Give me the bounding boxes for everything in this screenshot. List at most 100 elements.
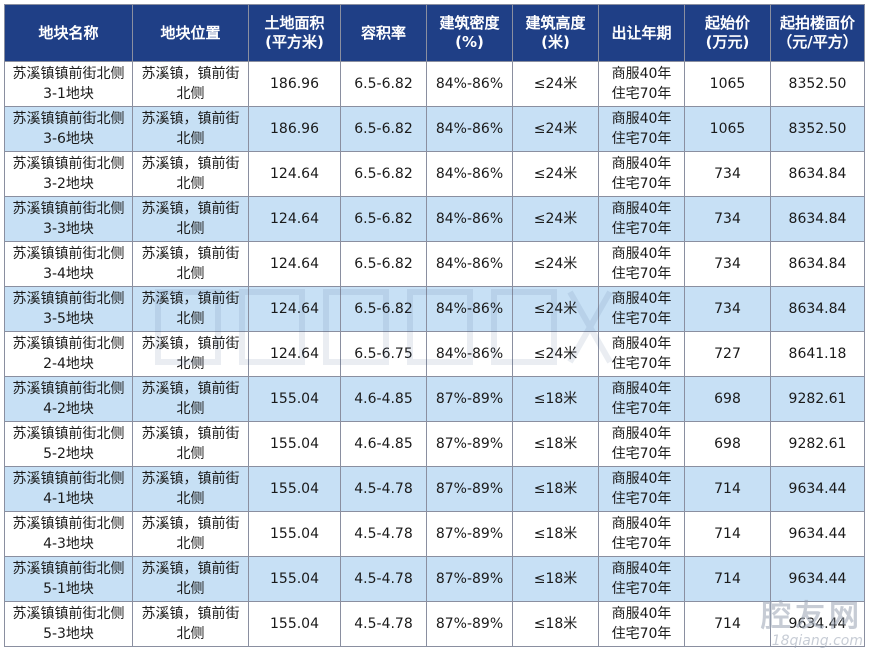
cell-term: 商服40年 住宅70年 [598, 196, 685, 242]
cell-density: 84%-86% [426, 196, 513, 242]
cell-plot-location: 苏溪镇，镇前街 北侧 [132, 421, 249, 467]
cell-plot-location-line: 苏溪镇，镇前街 [141, 66, 240, 82]
cell-height: ≤18米 [512, 601, 599, 647]
cell-plot-location: 苏溪镇，镇前街 北侧 [132, 376, 249, 422]
cell-far: 6.5-6.82 [340, 151, 427, 197]
cell-term-line: 住宅70年 [611, 536, 672, 552]
cell-far: 6.5-6.82 [340, 196, 427, 242]
cell-plot-name-line: 3-2地块 [43, 176, 94, 192]
cell-plot-location: 苏溪镇，镇前街 北侧 [132, 196, 249, 242]
cell-plot-location-line: 苏溪镇，镇前街 [141, 111, 240, 127]
cell-term: 商服40年 住宅70年 [598, 421, 685, 467]
cell-plot-name: 苏溪镇镇前街北侧 3-4地块 [4, 241, 133, 287]
cell-floor-price: 9282.61 [770, 421, 865, 467]
cell-term: 商服40年 住宅70年 [598, 151, 685, 197]
cell-start-price: 734 [684, 286, 771, 332]
cell-plot-location-line: 北侧 [176, 221, 205, 237]
cell-term: 商服40年 住宅70年 [598, 241, 685, 287]
table-row: 苏溪镇镇前街北侧 3-3地块 苏溪镇，镇前街 北侧 124.64 6.5-6.82 84%-… [4, 196, 865, 242]
cell-density: 84%-86% [426, 331, 513, 377]
cell-term-line: 商服40年 [611, 426, 672, 442]
cell-plot-location-line: 北侧 [176, 491, 205, 507]
cell-height: ≤24米 [512, 286, 599, 332]
cell-floor-price: 9634.44 [770, 511, 865, 557]
cell-far: 4.6-4.85 [340, 376, 427, 422]
cell-term-line: 住宅70年 [611, 356, 672, 372]
header-height-line: (米) [541, 33, 570, 51]
cell-term: 商服40年 住宅70年 [598, 466, 685, 512]
cell-plot-location-line: 苏溪镇，镇前街 [141, 201, 240, 217]
table-row: 苏溪镇镇前街北侧 4-3地块 苏溪镇，镇前街 北侧 155.04 4.5-4.78 87%-… [4, 511, 865, 557]
table-row: 苏溪镇镇前街北侧 3-4地块 苏溪镇，镇前街 北侧 124.64 6.5-6.82 84%-… [4, 241, 865, 287]
cell-plot-location-line: 北侧 [176, 446, 205, 462]
cell-term-line: 商服40年 [611, 291, 672, 307]
cell-density: 84%-86% [426, 106, 513, 152]
cell-term: 商服40年 住宅70年 [598, 556, 685, 602]
cell-plot-location-line: 苏溪镇，镇前街 [141, 606, 240, 622]
cell-plot-location-line: 苏溪镇，镇前街 [141, 516, 240, 532]
cell-start-price: 714 [684, 601, 771, 647]
cell-start-price: 714 [684, 511, 771, 557]
header-plot-location-line: 地块位置 [160, 23, 221, 42]
cell-plot-location-line: 北侧 [176, 311, 205, 327]
header-plot-name-line: 地块名称 [38, 23, 99, 42]
cell-plot-name-line: 3-1地块 [43, 86, 94, 102]
cell-term: 商服40年 住宅70年 [598, 106, 685, 152]
header-density: 建筑密度 (%) [426, 4, 513, 62]
cell-start-price: 727 [684, 331, 771, 377]
cell-land-area: 155.04 [248, 511, 341, 557]
table-row: 苏溪镇镇前街北侧 5-2地块 苏溪镇，镇前街 北侧 155.04 4.6-4.85 87%-… [4, 421, 865, 467]
cell-land-area: 155.04 [248, 556, 341, 602]
cell-floor-price: 8352.50 [770, 106, 865, 152]
cell-plot-name-line: 3-4地块 [43, 266, 94, 282]
header-land-area-line: 土地面积 [264, 14, 325, 32]
cell-far: 6.5-6.82 [340, 286, 427, 332]
cell-term: 商服40年 住宅70年 [598, 331, 685, 377]
cell-land-area: 186.96 [248, 106, 341, 152]
header-land-area-line: (平方米) [265, 33, 324, 51]
cell-term-line: 住宅70年 [611, 311, 672, 327]
cell-floor-price: 9634.44 [770, 466, 865, 512]
cell-start-price: 1065 [684, 106, 771, 152]
cell-plot-name: 苏溪镇镇前街北侧 3-3地块 [4, 196, 133, 242]
cell-plot-name-line: 苏溪镇镇前街北侧 [12, 336, 125, 352]
table-row: 苏溪镇镇前街北侧 3-6地块 苏溪镇，镇前街 北侧 186.96 6.5-6.82 84%-… [4, 106, 865, 152]
cell-density: 87%-89% [426, 601, 513, 647]
table-row: 苏溪镇镇前街北侧 4-1地块 苏溪镇，镇前街 北侧 155.04 4.5-4.78 87%-… [4, 466, 865, 512]
cell-floor-price: 8641.18 [770, 331, 865, 377]
cell-far: 6.5-6.82 [340, 61, 427, 107]
cell-term: 商服40年 住宅70年 [598, 376, 685, 422]
cell-far: 6.5-6.75 [340, 331, 427, 377]
cell-plot-name: 苏溪镇镇前街北侧 3-5地块 [4, 286, 133, 332]
cell-plot-name-line: 3-6地块 [43, 131, 94, 147]
header-term: 出让年期 [598, 4, 685, 62]
cell-plot-name-line: 苏溪镇镇前街北侧 [12, 426, 125, 442]
land-auction-table: 地块名称 地块位置 土地面积 (平方米) 容积率 建筑密度 (%) 建筑高度 (米) 出让年期 起始… [4, 4, 865, 647]
cell-far: 4.5-4.78 [340, 466, 427, 512]
cell-plot-location-line: 北侧 [176, 626, 205, 642]
cell-start-price: 698 [684, 421, 771, 467]
header-term-line: 出让年期 [611, 23, 672, 42]
cell-far: 4.5-4.78 [340, 556, 427, 602]
cell-start-price: 734 [684, 151, 771, 197]
cell-plot-name: 苏溪镇镇前街北侧 3-1地块 [4, 61, 133, 107]
cell-plot-name-line: 苏溪镇镇前街北侧 [12, 111, 125, 127]
cell-land-area: 124.64 [248, 331, 341, 377]
header-land-area: 土地面积 (平方米) [248, 4, 341, 62]
cell-plot-name: 苏溪镇镇前街北侧 4-3地块 [4, 511, 133, 557]
cell-density: 87%-89% [426, 421, 513, 467]
header-density-line: 建筑密度 [439, 14, 500, 32]
header-plot-name: 地块名称 [4, 4, 133, 62]
cell-plot-location-line: 苏溪镇，镇前街 [141, 336, 240, 352]
cell-plot-location-line: 北侧 [176, 266, 205, 282]
cell-plot-location: 苏溪镇，镇前街 北侧 [132, 61, 249, 107]
cell-density: 84%-86% [426, 61, 513, 107]
cell-plot-location: 苏溪镇，镇前街 北侧 [132, 601, 249, 647]
cell-height: ≤24米 [512, 196, 599, 242]
cell-start-price: 698 [684, 376, 771, 422]
cell-far: 4.5-4.78 [340, 601, 427, 647]
cell-plot-location: 苏溪镇，镇前街 北侧 [132, 106, 249, 152]
cell-plot-name-line: 4-2地块 [43, 401, 94, 417]
cell-plot-name: 苏溪镇镇前街北侧 4-1地块 [4, 466, 133, 512]
table-row: 苏溪镇镇前街北侧 4-2地块 苏溪镇，镇前街 北侧 155.04 4.6-4.85 87%-… [4, 376, 865, 422]
